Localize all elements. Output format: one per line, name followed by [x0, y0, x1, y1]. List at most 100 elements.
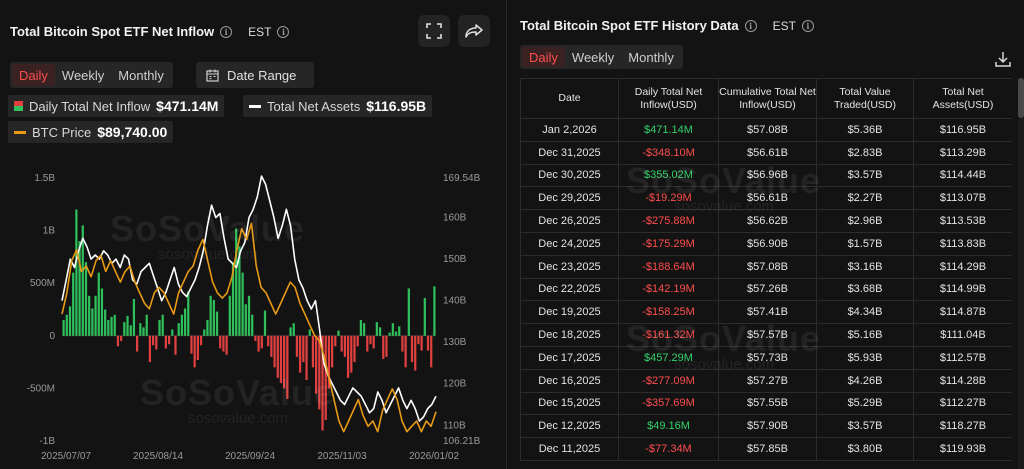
- table-period-monthly[interactable]: Monthly: [628, 49, 674, 65]
- table-row: Dec 17,2025 $457.29M $57.73B $5.93B $112.57B: [520, 345, 1012, 370]
- table-cell: $4.34B: [816, 300, 914, 325]
- date-range-button[interactable]: Date Range: [196, 62, 314, 88]
- table-cell: Dec 29,2025: [520, 186, 619, 211]
- fullscreen-button[interactable]: [418, 15, 450, 47]
- table-cell: $57.55B: [718, 391, 817, 416]
- inflow-bar: [158, 320, 161, 336]
- chart-panel-title: Total Bitcoin Spot ETF Net Inflow i EST …: [10, 24, 290, 39]
- inflow-bar: [430, 335, 433, 368]
- inflow-bar: [350, 335, 353, 373]
- inflow-bar: [343, 335, 347, 357]
- info-icon[interactable]: i: [220, 25, 233, 38]
- inflow-bar: [318, 335, 321, 410]
- table-cell: -$142.19M: [618, 277, 719, 302]
- table-cell: $5.16B: [816, 323, 914, 347]
- legend-daily-inflow[interactable]: Daily Total Net Inflow $471.14M: [8, 95, 225, 117]
- inflow-bar: [104, 309, 107, 336]
- legend-btc-price[interactable]: BTC Price $89,740.00: [8, 121, 174, 143]
- inflow-bar: [295, 335, 299, 357]
- y-right-tick-label: 130B: [443, 337, 467, 348]
- table-cell: $57.08B: [718, 254, 817, 279]
- share-button[interactable]: [458, 15, 490, 47]
- period-monthly[interactable]: Monthly: [118, 67, 164, 83]
- table-cell: $119.93B: [913, 437, 1012, 461]
- inflow-bar: [407, 288, 410, 336]
- table-cell: $2.83B: [816, 140, 914, 165]
- inflow-bar: [142, 327, 145, 336]
- inflow-bar: [151, 335, 155, 346]
- table-cell: $114.44B: [913, 163, 1012, 188]
- inflow-bar: [324, 335, 327, 420]
- inflow-bar: [289, 327, 292, 336]
- inflow-chart-panel: Total Bitcoin Spot ETF Net Inflow i EST …: [0, 0, 505, 469]
- table-info-icon[interactable]: i: [744, 19, 757, 32]
- table-period-daily[interactable]: Daily: [522, 47, 565, 67]
- table-cell: -$277.09M: [618, 368, 719, 393]
- inflow-bar: [212, 300, 215, 336]
- inflow-bar: [247, 295, 251, 336]
- table-scrollbar[interactable]: [1018, 78, 1024, 469]
- table-cell: -$175.29M: [618, 231, 719, 256]
- table-cell: $57.08B: [718, 118, 817, 142]
- table-timezone-info-icon[interactable]: i: [801, 19, 814, 32]
- table-period-weekly[interactable]: Weekly: [571, 49, 615, 65]
- inflow-bar: [263, 310, 267, 336]
- table-cell: Dec 18,2025: [520, 323, 619, 347]
- table-cell: $114.29B: [913, 254, 1012, 279]
- y-left-tick-label: 1.5B: [34, 173, 55, 184]
- table-cell: $112.57B: [913, 345, 1012, 370]
- inflow-bar: [120, 335, 123, 342]
- history-table-container: Date Daily Total Net Inflow(USD) Cumulativ…: [520, 78, 1012, 469]
- table-cell: $3.68B: [816, 277, 914, 302]
- table-cell: Jan 2,2026: [520, 118, 619, 142]
- timezone-text: EST: [248, 24, 272, 39]
- inflow-bar: [148, 335, 152, 363]
- timezone-info-icon[interactable]: i: [277, 25, 290, 38]
- table-cell: Dec 26,2025: [520, 209, 619, 233]
- inflow-bar: [372, 335, 375, 349]
- legend-net-assets[interactable]: Total Net Assets $116.95B: [243, 95, 433, 117]
- table-cell: $56.96B: [718, 163, 817, 188]
- x-tick-label: 2025/07/07: [41, 451, 91, 462]
- inflow-bar: [423, 297, 426, 336]
- inflow-bar: [238, 246, 241, 336]
- period-weekly[interactable]: Weekly: [61, 67, 105, 83]
- table-cell: -$158.25M: [618, 300, 719, 325]
- timezone-label: EST i: [248, 24, 290, 39]
- inflow-bar: [299, 335, 302, 373]
- y-left-tick-label: 500M: [30, 278, 55, 289]
- inflow-bar: [206, 320, 209, 336]
- inflow-bar: [129, 325, 132, 336]
- download-button[interactable]: [994, 50, 1012, 73]
- inflow-bar: [382, 335, 385, 359]
- inflow-bar: [286, 335, 289, 399]
- inflow-bar: [228, 295, 231, 336]
- y-right-tick-label: 140B: [443, 296, 467, 307]
- inflow-bar: [167, 335, 171, 345]
- table-cell: Dec 30,2025: [520, 163, 619, 188]
- table-cell: $57.26B: [718, 277, 817, 302]
- scrollbar-thumb[interactable]: [1018, 78, 1024, 118]
- period-daily[interactable]: Daily: [12, 64, 55, 86]
- legend-btc-label: BTC Price: [32, 124, 92, 140]
- table-timezone-text: EST: [772, 18, 796, 33]
- table-cell: $355.02M: [618, 163, 719, 188]
- panel-divider: [506, 0, 507, 469]
- table-cell: $113.83B: [913, 231, 1012, 256]
- inflow-bar: [308, 329, 311, 336]
- assets-swatch-icon: [249, 104, 261, 108]
- inflow-bar: [337, 330, 340, 336]
- inflow-bar: [231, 262, 235, 336]
- inflow-bar: [279, 335, 283, 384]
- table-cell: $5.93B: [816, 345, 914, 370]
- table-cell: $118.27B: [913, 414, 1012, 439]
- inflow-bar: [276, 335, 279, 378]
- inflow-bar: [97, 272, 100, 336]
- table-cell: $57.73B: [718, 345, 817, 370]
- inflow-bar: [91, 308, 94, 336]
- table-cell: Dec 24,2025: [520, 231, 619, 256]
- inflow-bar: [302, 335, 305, 363]
- inflow-bar: [65, 314, 68, 336]
- inflow-bar: [136, 335, 139, 352]
- inflow-swatch-icon: [14, 101, 23, 111]
